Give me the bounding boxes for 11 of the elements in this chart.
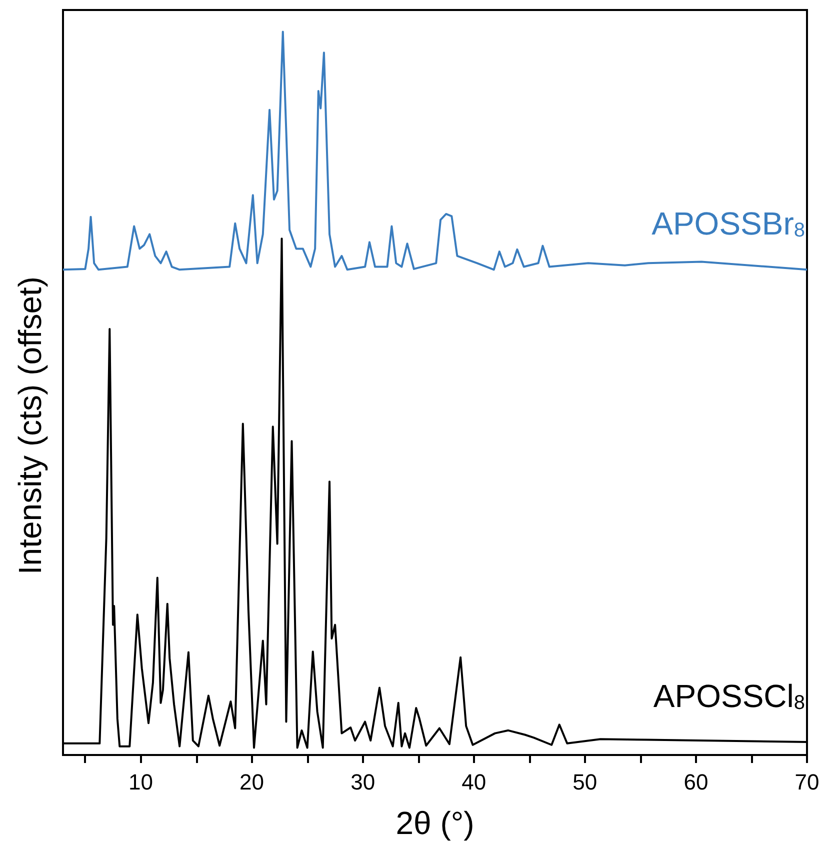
series-label: APOSSBr8 — [652, 206, 805, 242]
x-tick-label: 20 — [240, 770, 264, 794]
y-axis-title: Intensity (cts) (offset) — [12, 276, 48, 575]
x-axis-title: 2θ (°) — [396, 805, 474, 841]
x-tick-label: 50 — [572, 770, 598, 794]
x-tick-label: 40 — [462, 770, 486, 794]
x-tick-label: 60 — [684, 770, 708, 794]
series-label: APOSSCl8 — [653, 678, 805, 714]
x-tick-label: 30 — [350, 770, 376, 794]
x-tick-label: 10 — [128, 770, 153, 794]
x-tick-label: 70 — [794, 770, 820, 794]
